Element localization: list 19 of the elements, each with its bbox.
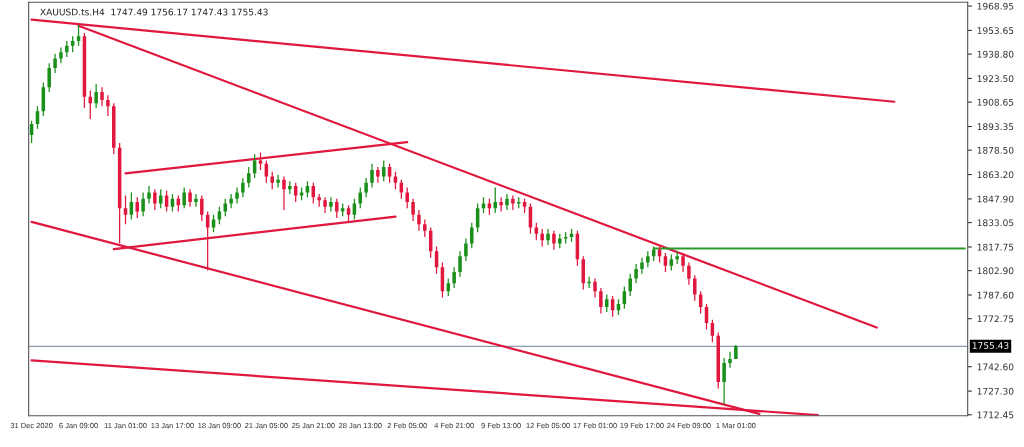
y-tick-label: 1833.05 [977, 219, 1014, 227]
y-tick-label: 1712.45 [977, 411, 1014, 419]
y-tick-label: 1923.50 [977, 75, 1014, 83]
y-tick-label: 1847.90 [977, 195, 1014, 203]
y-tick-label: 1878.50 [977, 146, 1014, 154]
y-tick-label: 1968.95 [977, 2, 1014, 10]
ref-line-label: 1755.43 [972, 342, 1009, 349]
y-tick-label: 1742.60 [977, 363, 1014, 371]
y-tick-label: 1802.90 [977, 267, 1014, 275]
y-tick-label: 1817.75 [977, 243, 1014, 251]
y-tick-label: 1787.60 [977, 291, 1014, 299]
y-tick-label: 1908.65 [977, 98, 1014, 106]
y-tick-label: 1772.75 [977, 315, 1014, 323]
text: XAUUSD.ts.H4 1747.49 1756.17 1747.43 1755.43 [40, 8, 268, 16]
y-tick-label: 1953.65 [977, 27, 1014, 34]
y-tick-label: 1863.20 [977, 171, 1014, 179]
y-tick-label: 1893.35 [977, 123, 1014, 131]
y-tick-label: 1727.30 [977, 387, 1014, 395]
y-tick-label: 1938.80 [977, 50, 1014, 58]
